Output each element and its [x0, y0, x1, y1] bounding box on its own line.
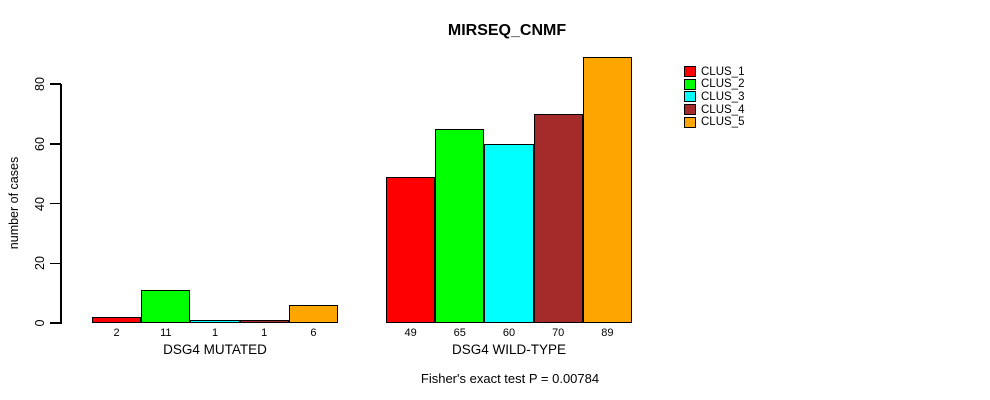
bar-value-label: 6 [310, 327, 317, 339]
legend-swatch-clus_3 [684, 91, 696, 103]
y-tick-mark [50, 83, 61, 85]
bar-value-label: 49 [404, 327, 417, 339]
bar-value-label: 1 [261, 327, 268, 339]
y-tick-mark [50, 322, 61, 324]
y-tick-label: 0 [33, 319, 47, 327]
y-tick-mark [50, 143, 61, 145]
bar-clus_3-1 [190, 320, 240, 323]
bar-clus_2-2 [435, 129, 485, 323]
legend-swatch-clus_2 [684, 78, 696, 90]
stats-caption: Fisher's exact test P = 0.00784 [420, 371, 600, 386]
legend-swatch-clus_5 [684, 116, 696, 128]
bar-clus_5-2 [582, 57, 632, 323]
bar-value-label: 65 [453, 327, 466, 339]
category-label: DSG4 MUTATED [163, 342, 267, 357]
legend-label-clus_1: CLUS_1 [701, 65, 745, 78]
y-tick-mark [50, 202, 61, 205]
chart-title: MIRSEQ_CNMF [447, 22, 567, 39]
bar-value-label: 11 [160, 327, 172, 339]
legend-label-clus_4: CLUS_4 [701, 103, 745, 116]
legend-label-clus_5: CLUS_5 [701, 116, 745, 129]
category-label: DSG4 WILD-TYPE [451, 342, 567, 357]
legend-label-clus_3: CLUS_3 [701, 90, 745, 103]
y-tick-label: 20 [33, 256, 47, 271]
bar-clus_3-2 [484, 144, 534, 323]
bar-value-label: 1 [211, 327, 219, 339]
legend-label-clus_2: CLUS_2 [701, 78, 745, 91]
bar-value-label: 70 [552, 327, 565, 339]
legend-swatch-clus_1 [684, 66, 696, 77]
bar-clus_5-1 [288, 305, 338, 323]
bar-clus_4-1 [239, 320, 289, 323]
y-axis-label: number of cases [7, 156, 21, 250]
y-tick-label: 40 [33, 196, 47, 211]
y-tick-label: 60 [33, 136, 47, 151]
bar-clus_1-1 [92, 317, 142, 323]
y-tick-mark [50, 262, 61, 264]
bar-clus_1-2 [386, 177, 436, 323]
bar-value-label: 2 [113, 327, 120, 339]
legend-swatch-clus_4 [684, 104, 696, 116]
y-tick-label: 80 [33, 77, 47, 91]
bar-value-label: 60 [502, 327, 516, 339]
bar-clus_4-2 [533, 114, 583, 323]
bar-value-label: 89 [601, 327, 614, 339]
bar-clus_2-1 [141, 290, 191, 323]
